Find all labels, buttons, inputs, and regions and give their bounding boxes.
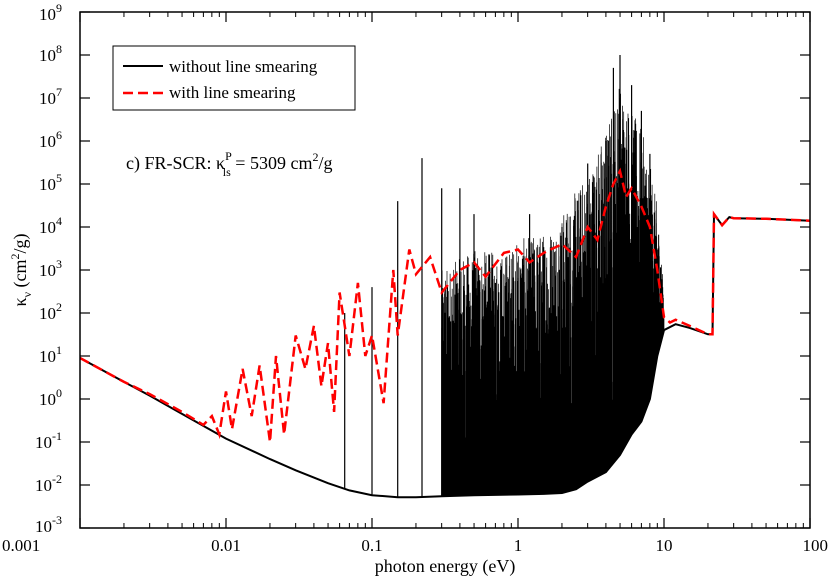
annotation-prefix: c) FR-SCR: κ <box>126 153 225 174</box>
y-tick-label: 10-3 <box>35 513 62 536</box>
y-tick-label: 102 <box>39 300 62 323</box>
legend-box <box>112 45 356 111</box>
x-tick-labels: 0.001 0.01 0.1 1 10 100 <box>2 536 828 555</box>
annotation-label: c) FR-SCR: κP ls = 5309 cm2/g <box>126 149 332 179</box>
y-tick-label: 109 <box>39 1 62 24</box>
annotation-middle: = 5309 cm <box>231 153 313 173</box>
x-axis-title: photon energy (eV) <box>375 556 516 576</box>
y-axis-title-base: κ <box>10 297 30 306</box>
y-tick-label: 107 <box>39 85 62 108</box>
x-tick-label: 1 <box>514 536 523 555</box>
x-tick-label: 0.01 <box>211 536 241 555</box>
legend-label-with-line-smearing: with line smearing <box>169 83 296 102</box>
x-tick-label: 0.001 <box>2 536 40 555</box>
y-axis-title: κν (cm2/g) <box>8 233 34 306</box>
x-tick-label: 10 <box>656 536 673 555</box>
y-tick-label: 10-1 <box>35 429 62 452</box>
y-tick-labels: 10-3 10-2 10-1 100 101 102 103 104 105 106 107 108 1… <box>35 1 62 536</box>
legend-label-without-line-smearing: without line smearing <box>169 57 318 76</box>
y-axis-title-unit-close: /g) <box>10 233 31 253</box>
y-tick-label: 10-2 <box>35 472 62 495</box>
x-tick-label: 0.1 <box>361 536 382 555</box>
y-axis-title-unit-sup: 2 <box>8 254 22 260</box>
y-tick-label: 104 <box>39 214 62 237</box>
annotation-sup: P <box>225 149 232 163</box>
y-tick-label: 106 <box>39 128 62 151</box>
legend: without line smearing with line smearing <box>112 45 356 111</box>
axis-ticks <box>79 11 811 529</box>
y-tick-label: 108 <box>39 42 62 65</box>
annotation-suffix: /g <box>318 153 332 173</box>
y-tick-label: 101 <box>39 343 62 366</box>
absorption-lines <box>344 55 651 498</box>
y-axis-title-unit: (cm <box>10 260 31 292</box>
y-tick-label: 100 <box>39 386 62 409</box>
annotation-sub: ls <box>223 165 231 179</box>
y-tick-label: 105 <box>39 171 62 194</box>
x-tick-label: 100 <box>803 536 829 555</box>
y-tick-label: 103 <box>39 257 62 280</box>
y-axis-title-sub: ν <box>20 291 34 297</box>
annotation-unit-sup: 2 <box>312 150 318 164</box>
